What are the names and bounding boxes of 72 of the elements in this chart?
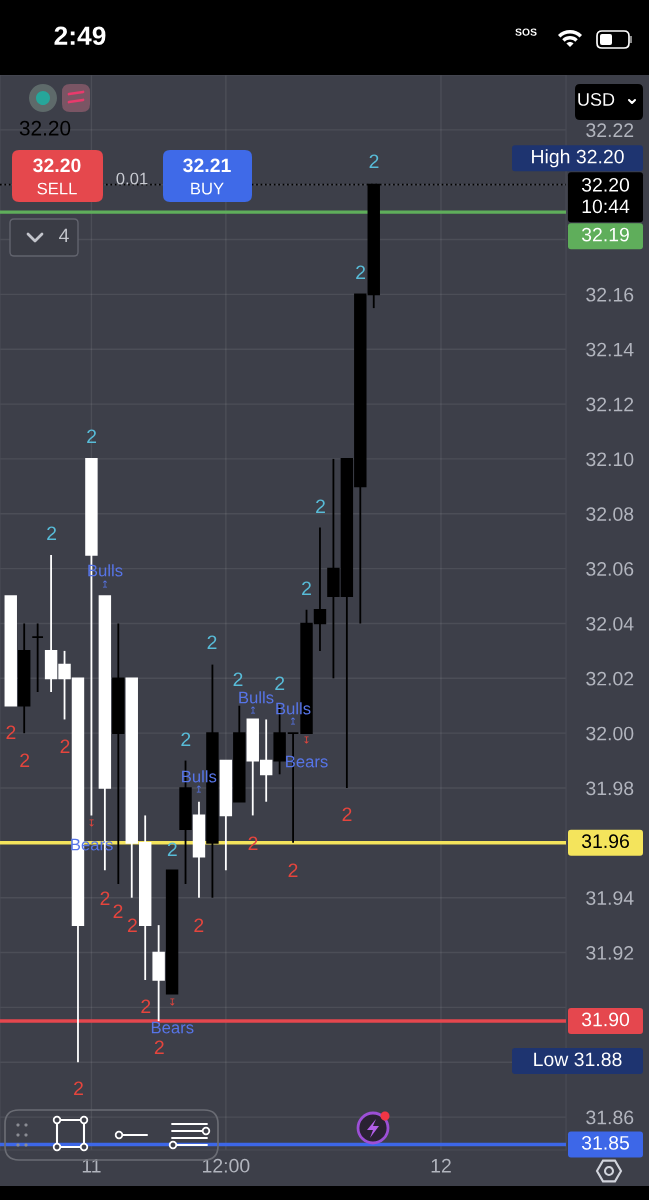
annotation: Bears — [286, 755, 328, 768]
annotation: Bulls — [182, 770, 217, 783]
annotation: 2 — [194, 918, 204, 933]
annotation: 32.20 — [19, 120, 71, 136]
ref-line-label: 31.96 — [581, 834, 629, 849]
annotation: 32.20 — [33, 158, 81, 173]
y-tick-label: 32.06 — [586, 562, 634, 576]
annotation: 2 — [20, 753, 30, 768]
annotation: Bears — [151, 1021, 194, 1034]
annotation: ↥ — [102, 580, 108, 588]
annotation: Low 31.88 — [534, 1052, 622, 1067]
annotation: Bulls — [276, 702, 311, 715]
text: SOS — [515, 28, 537, 36]
x-tick-label: 12:00 — [203, 1158, 250, 1173]
annotation: 2 — [74, 1081, 83, 1096]
ref-line-label: 31.85 — [581, 1135, 630, 1150]
annotation: 2 — [356, 265, 366, 280]
y-tick-label: 31.92 — [586, 946, 634, 960]
annotation: 2 — [141, 999, 151, 1014]
x-tick-label: 12 — [431, 1158, 451, 1173]
annotation: 2 — [167, 842, 177, 857]
annotation: 2 — [6, 725, 16, 740]
ref-line-label: 32.19 — [581, 227, 629, 242]
annotation: Bulls — [239, 691, 274, 704]
annotation: High 32.20 — [532, 149, 624, 168]
y-tick-label: 32.04 — [586, 616, 634, 631]
annotation: 2 — [207, 635, 217, 650]
text: 2:49 — [54, 26, 106, 46]
annotation: 2 — [154, 1040, 164, 1055]
annotation: BUY — [191, 182, 224, 195]
y-tick-label: 32.02 — [586, 671, 634, 686]
annotation: SELL — [37, 182, 77, 195]
annotation: 2 — [248, 836, 258, 851]
annotation: 2 — [127, 918, 137, 933]
y-tick-label: 32.22 — [586, 123, 634, 138]
annotation: 4 — [59, 228, 69, 243]
annotation: 2 — [87, 429, 97, 444]
annotation: 32.21 — [183, 158, 231, 173]
annotation: ↥ — [250, 706, 256, 714]
y-tick-label: 32.16 — [586, 287, 634, 302]
annotation: 0.01 — [116, 172, 148, 185]
y-tick-label: 31.86 — [586, 1110, 634, 1125]
annotation: 2 — [233, 672, 243, 687]
annotation: Bears — [71, 838, 113, 851]
y-tick-label: 32.08 — [586, 507, 634, 522]
y-tick-label: 32.12 — [586, 397, 634, 412]
annotation: 2 — [181, 732, 191, 747]
annotation: 2 — [316, 499, 325, 514]
annotation: 2 — [302, 581, 311, 596]
ref-line-label: 31.90 — [581, 1012, 630, 1027]
text: USD — [578, 93, 615, 106]
y-tick-label: 31.98 — [586, 781, 634, 796]
annotation: 2 — [342, 807, 352, 822]
y-tick-label: 32.14 — [586, 342, 634, 357]
annotation: 2 — [275, 676, 285, 691]
annotation: 2 — [47, 526, 57, 541]
annotation: 2 — [113, 904, 123, 919]
annotation: ↥ — [196, 785, 201, 793]
annotation: ↧ — [89, 819, 94, 827]
y-tick-label: 32.10 — [586, 452, 634, 467]
candlestick — [31, 622, 44, 693]
annotation: 2 — [288, 863, 298, 878]
y-tick-label: 31.94 — [586, 891, 634, 905]
annotation: 2 — [60, 739, 70, 754]
annotation: ↧ — [304, 736, 309, 744]
annotation: ↧ — [170, 998, 175, 1006]
y-tick-label: 32.00 — [586, 726, 634, 741]
annotation: 2 — [100, 891, 110, 906]
annotation: 2 — [369, 154, 379, 169]
x-tick-label: 11 — [82, 1159, 101, 1173]
ref-line-label: 32.20 10:44 — [581, 177, 630, 214]
annotation: ↥ — [290, 717, 296, 725]
